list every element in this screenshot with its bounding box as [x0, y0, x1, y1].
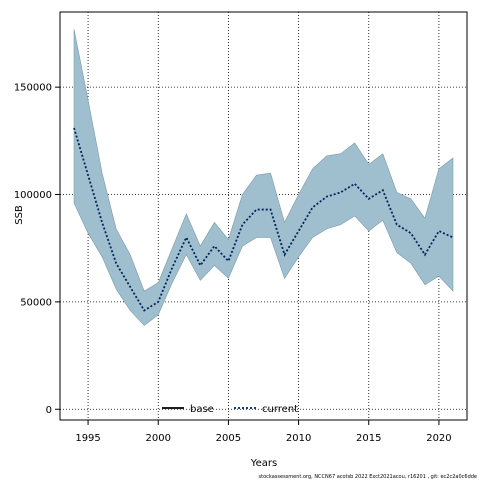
y-axis: 0 50000 100000 150000	[14, 83, 60, 416]
x-tick-label-3: 2010	[286, 433, 311, 444]
legend-base-label: base	[190, 404, 214, 415]
footer-credit: stockassessment.org, NCCN67 acotsb 2022 …	[259, 474, 477, 480]
confidence-band	[73, 29, 454, 326]
x-axis-title: Years	[250, 458, 277, 469]
x-tick-label-4: 2015	[356, 433, 381, 444]
y-tick-label-1: 50000	[20, 297, 52, 308]
plot-frame	[59, 11, 468, 421]
x-tick-label-5: 2020	[426, 433, 451, 444]
y-tick-label-0: 0	[46, 405, 52, 416]
x-tick-label-1: 2000	[146, 433, 171, 444]
current-series-line	[73, 127, 454, 312]
legend-current-label: current	[262, 404, 298, 415]
y-tick-label-3: 150000	[14, 83, 52, 94]
x-axis: 1995 2000 2005 2010 2015 2020	[75, 420, 452, 444]
y-axis-title: SSB	[14, 205, 25, 225]
y-tick-label-2: 100000	[14, 190, 52, 201]
legend: base current	[162, 404, 298, 415]
x-tick-label-0: 1995	[75, 433, 100, 444]
x-tick-label-2: 2005	[216, 433, 241, 444]
